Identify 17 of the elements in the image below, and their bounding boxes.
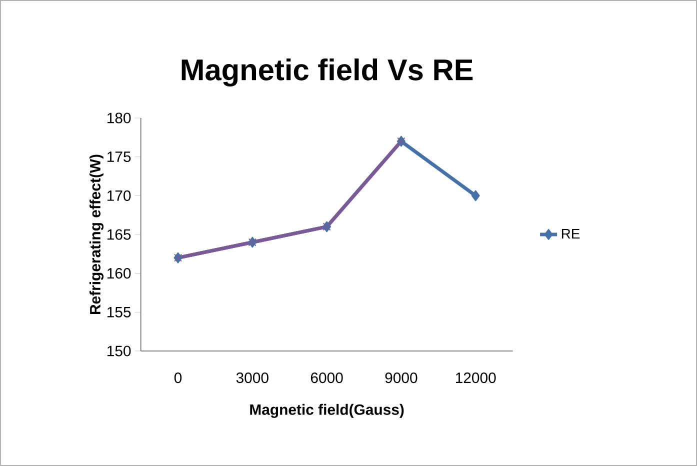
x-axis-title: Magnetic field(Gauss)	[250, 404, 404, 418]
legend-label: RE	[562, 228, 580, 239]
y-tick-label: 180	[107, 112, 131, 124]
y-tick-label: 155	[107, 306, 131, 318]
y-tick-label: 150	[107, 346, 131, 356]
x-tick-label: 3000	[236, 372, 268, 384]
x-tick-label: 12000	[456, 372, 496, 384]
x-tick-label: 9000	[385, 372, 418, 384]
y-tick-label: 165	[107, 229, 131, 240]
y-tick-label: 170	[107, 190, 131, 201]
x-tick-label: 0	[174, 372, 182, 384]
point	[471, 190, 480, 202]
y-tick-label: 175	[107, 152, 131, 162]
y-tick-label: 160	[107, 268, 131, 279]
y-axis-title: Refrigerating effect(W)	[90, 154, 104, 314]
chart-title: Magnetic field Vs RE	[182, 58, 473, 86]
x-tick-label: 6000	[310, 372, 343, 384]
